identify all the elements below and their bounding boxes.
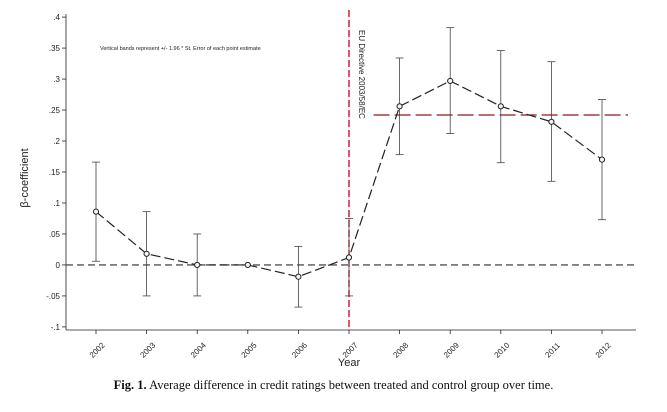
figure-caption: Fig. 1. Average difference in credit rat… — [0, 378, 667, 393]
x-tick-label: 2006 — [290, 340, 309, 359]
data-marks — [92, 27, 606, 308]
x-tick-label: 2012 — [594, 340, 613, 359]
y-tick-label: 0 — [56, 261, 61, 270]
y-tick-label: .25 — [49, 106, 61, 115]
vline-label: EU Directive 2003/58/EC — [357, 30, 366, 119]
data-point — [295, 273, 302, 280]
y-tick-label: .2 — [53, 137, 60, 146]
y-tick-label: .3 — [53, 75, 60, 84]
x-tick-label: 2003 — [138, 340, 157, 359]
data-point — [345, 254, 353, 261]
data-point — [396, 103, 403, 110]
x-tick-label: 2005 — [240, 340, 259, 359]
y-tick-label: .1 — [53, 199, 60, 208]
x-axis-label: Year — [338, 357, 361, 369]
x-tick-label: 2008 — [391, 340, 410, 359]
x-tick-label: 2010 — [493, 340, 512, 359]
data-point — [244, 261, 251, 269]
y-axis-label: β-coefficient — [19, 148, 31, 207]
reference-lines — [66, 10, 636, 330]
y-tick-label: -.1 — [51, 323, 61, 332]
data-point — [194, 261, 201, 269]
axes: -.1 -.05 0 .05 .1 .15 .2 .25 .3 .35 .4 2002 2003 2004… — [46, 13, 636, 360]
data-point — [143, 250, 150, 257]
y-tick-label: .15 — [49, 168, 61, 177]
caption-text: Average difference in credit ratings bet… — [149, 378, 554, 392]
data-point — [598, 156, 606, 163]
data-point — [497, 103, 504, 110]
y-tick-label: .05 — [49, 230, 61, 239]
x-tick-label: 2004 — [189, 340, 208, 359]
x-tick-label: 2011 — [543, 341, 562, 360]
data-point — [447, 77, 454, 85]
y-tick-label: .35 — [49, 44, 61, 53]
y-tick-label: -.05 — [46, 292, 60, 301]
data-point — [548, 118, 555, 125]
data-point — [92, 208, 100, 215]
y-tick-label: .4 — [53, 13, 60, 22]
x-tick-label: 2002 — [88, 340, 107, 359]
caption-label: Fig. 1. — [113, 378, 147, 392]
note-text: Vertical bands represent +/- 1.96 * St. … — [100, 46, 261, 52]
x-tick-label: 2009 — [442, 340, 461, 359]
